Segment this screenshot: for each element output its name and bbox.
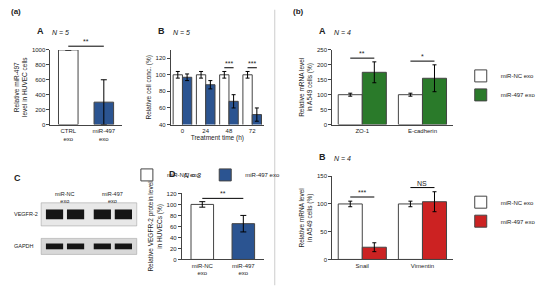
svg-text:72: 72: [249, 128, 256, 134]
svg-text:***: ***: [248, 60, 256, 67]
svg-text:B: B: [319, 152, 326, 162]
svg-text:80: 80: [170, 213, 177, 219]
svg-text:100: 100: [317, 92, 328, 98]
svg-text:1000: 1000: [32, 47, 46, 53]
svg-text:60: 60: [170, 224, 177, 230]
svg-text:miR-NC exo: miR-NC exo: [501, 73, 534, 79]
svg-text:0: 0: [324, 257, 328, 263]
svg-text:miR-497 exo: miR-497 exo: [501, 92, 536, 98]
svg-text:100: 100: [317, 201, 328, 207]
svg-text:NS: NS: [417, 180, 427, 187]
svg-text:**: **: [359, 50, 365, 57]
svg-text:Relative miR-497level in HUVEC: Relative miR-497level in HUVEC cells: [13, 57, 28, 117]
svg-text:0: 0: [181, 128, 185, 134]
svg-text:40: 40: [170, 235, 177, 241]
svg-text:**: **: [83, 38, 89, 45]
svg-text:N = 4: N = 4: [334, 155, 351, 162]
svg-text:120: 120: [156, 55, 167, 61]
svg-text:120: 120: [167, 191, 178, 197]
svg-text:48: 48: [226, 128, 233, 134]
svg-text:***: ***: [358, 189, 366, 196]
svg-text:miR-NC exo: miR-NC exo: [501, 200, 534, 206]
svg-text:miR-NCexo: miR-NCexo: [55, 191, 75, 204]
svg-text:C: C: [14, 173, 21, 183]
svg-text:20: 20: [170, 246, 177, 252]
svg-text:miR-NC exo: miR-NC exo: [167, 172, 200, 178]
svg-text:0: 0: [42, 122, 46, 128]
svg-text:miR-497 exo: miR-497 exo: [501, 219, 536, 225]
svg-text:N = 5: N = 5: [52, 29, 69, 36]
svg-text:Relative mRNA levelin A549 cel: Relative mRNA levelin A549 cells (%): [298, 188, 314, 248]
svg-text:(a): (a): [11, 7, 21, 16]
svg-text:150: 150: [317, 77, 328, 83]
svg-text:D: D: [169, 169, 176, 179]
svg-text:40: 40: [159, 122, 166, 128]
svg-text:A: A: [319, 26, 326, 36]
svg-text:CTRLexo: CTRLexo: [60, 128, 76, 142]
svg-text:A: A: [37, 26, 44, 36]
svg-text:miR-497exo: miR-497exo: [102, 191, 123, 204]
svg-text:Snail: Snail: [356, 263, 369, 269]
svg-text:60: 60: [159, 105, 166, 111]
svg-text:GAPDH: GAPDH: [14, 243, 34, 249]
svg-text:B: B: [158, 26, 165, 36]
svg-text:24: 24: [202, 128, 209, 134]
svg-text:N = 5: N = 5: [173, 29, 190, 36]
svg-text:miR-497exo: miR-497exo: [92, 128, 115, 142]
svg-text:250: 250: [317, 47, 328, 53]
svg-text:ZO-1: ZO-1: [355, 128, 369, 134]
svg-text:80: 80: [159, 88, 166, 94]
svg-text:**: **: [220, 190, 226, 197]
svg-text:N = 3: N = 3: [184, 172, 201, 179]
svg-text:600: 600: [35, 77, 46, 83]
svg-text:E-cadherin: E-cadherin: [408, 128, 437, 134]
svg-text:800: 800: [35, 62, 46, 68]
svg-text:miR-NCexo: miR-NCexo: [192, 263, 214, 277]
svg-text:Relative mRNA levelin A549 cel: Relative mRNA levelin A549 cells (%): [298, 57, 314, 117]
svg-text:(b): (b): [293, 7, 304, 16]
svg-text:Treatment time (h): Treatment time (h): [191, 134, 244, 142]
svg-text:100: 100: [167, 202, 178, 208]
svg-text:400: 400: [35, 92, 46, 98]
svg-text:0: 0: [324, 122, 328, 128]
svg-text:50: 50: [320, 229, 327, 235]
svg-text:*: *: [421, 53, 424, 60]
svg-text:Relative cell conc. (%): Relative cell conc. (%): [145, 55, 153, 119]
svg-text:50: 50: [320, 107, 327, 113]
svg-text:0: 0: [173, 257, 177, 263]
svg-text:VEGFR-2: VEGFR-2: [14, 211, 38, 217]
svg-text:100: 100: [156, 72, 167, 78]
svg-text:Relative VEGFR-2 protein level: Relative VEGFR-2 protein levelin HUVECs …: [147, 181, 163, 272]
svg-text:miR-497exo: miR-497exo: [232, 263, 255, 277]
svg-text:N = 4: N = 4: [334, 29, 351, 36]
svg-text:***: ***: [225, 60, 233, 67]
svg-text:miR-497 exo: miR-497 exo: [245, 172, 280, 178]
svg-text:200: 200: [35, 107, 46, 113]
svg-text:150: 150: [317, 173, 328, 179]
svg-text:200: 200: [317, 62, 328, 68]
svg-text:Vimentin: Vimentin: [411, 263, 434, 269]
